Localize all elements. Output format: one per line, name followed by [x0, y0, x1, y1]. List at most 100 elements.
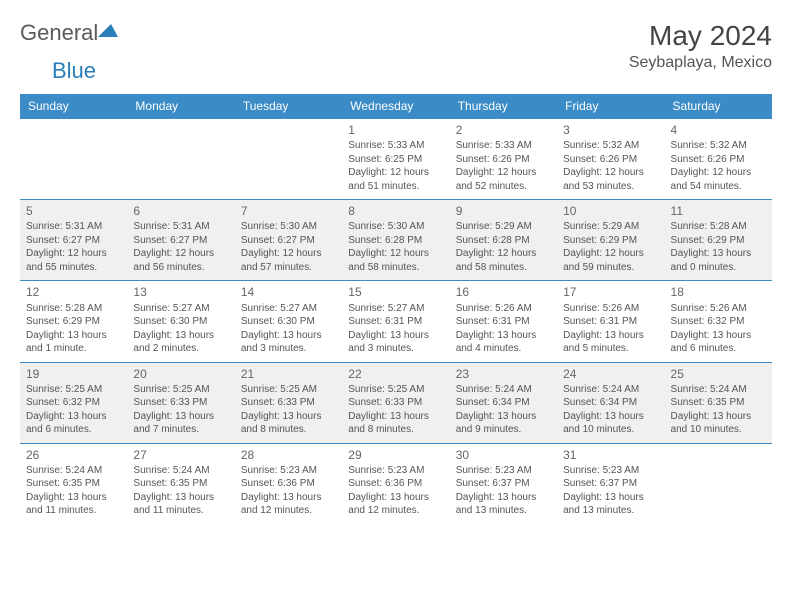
daylight-line: Daylight: 13 hours and 10 minutes.: [671, 410, 766, 437]
day-number: 9: [456, 203, 551, 219]
day-number: 21: [241, 366, 336, 382]
daylight-line: Daylight: 13 hours and 12 minutes.: [241, 491, 336, 518]
logo-triangle-icon: [98, 22, 118, 45]
sunset-line: Sunset: 6:27 PM: [133, 234, 228, 248]
col-thursday: Thursday: [450, 94, 557, 119]
daylight-line: Daylight: 13 hours and 6 minutes.: [671, 329, 766, 356]
day-number: 28: [241, 447, 336, 463]
calendar-day-cell: 10Sunrise: 5:29 AMSunset: 6:29 PMDayligh…: [557, 200, 664, 281]
calendar-day-cell: 17Sunrise: 5:26 AMSunset: 6:31 PMDayligh…: [557, 281, 664, 362]
sunset-line: Sunset: 6:31 PM: [456, 315, 551, 329]
sunset-line: Sunset: 6:33 PM: [241, 396, 336, 410]
calendar-day-cell: 4Sunrise: 5:32 AMSunset: 6:26 PMDaylight…: [665, 119, 772, 200]
daylight-line: Daylight: 13 hours and 11 minutes.: [133, 491, 228, 518]
sunset-line: Sunset: 6:36 PM: [348, 477, 443, 491]
calendar-day-cell: [235, 119, 342, 200]
daylight-line: Daylight: 12 hours and 58 minutes.: [348, 247, 443, 274]
daylight-line: Daylight: 12 hours and 56 minutes.: [133, 247, 228, 274]
daylight-line: Daylight: 12 hours and 59 minutes.: [563, 247, 658, 274]
logo-word2: Blue: [52, 58, 96, 83]
sunrise-line: Sunrise: 5:24 AM: [563, 383, 658, 397]
col-wednesday: Wednesday: [342, 94, 449, 119]
sunset-line: Sunset: 6:33 PM: [133, 396, 228, 410]
calendar-day-cell: 14Sunrise: 5:27 AMSunset: 6:30 PMDayligh…: [235, 281, 342, 362]
sunset-line: Sunset: 6:37 PM: [563, 477, 658, 491]
title-block: May 2024 Seybaplaya, Mexico: [629, 20, 772, 72]
calendar-week-row: 1Sunrise: 5:33 AMSunset: 6:25 PMDaylight…: [20, 119, 772, 200]
calendar-body: 1Sunrise: 5:33 AMSunset: 6:25 PMDaylight…: [20, 119, 772, 524]
sunrise-line: Sunrise: 5:25 AM: [26, 383, 121, 397]
day-number: 2: [456, 122, 551, 138]
calendar-day-cell: 26Sunrise: 5:24 AMSunset: 6:35 PMDayligh…: [20, 443, 127, 524]
calendar-table: Sunday Monday Tuesday Wednesday Thursday…: [20, 94, 772, 524]
sunset-line: Sunset: 6:27 PM: [26, 234, 121, 248]
sunrise-line: Sunrise: 5:23 AM: [563, 464, 658, 478]
day-number: 10: [563, 203, 658, 219]
sunrise-line: Sunrise: 5:23 AM: [348, 464, 443, 478]
sunset-line: Sunset: 6:30 PM: [241, 315, 336, 329]
sunset-line: Sunset: 6:33 PM: [348, 396, 443, 410]
sunset-line: Sunset: 6:25 PM: [348, 153, 443, 167]
daylight-line: Daylight: 13 hours and 7 minutes.: [133, 410, 228, 437]
sunset-line: Sunset: 6:34 PM: [456, 396, 551, 410]
sunrise-line: Sunrise: 5:25 AM: [241, 383, 336, 397]
calendar-day-cell: 22Sunrise: 5:25 AMSunset: 6:33 PMDayligh…: [342, 362, 449, 443]
calendar-day-cell: 5Sunrise: 5:31 AMSunset: 6:27 PMDaylight…: [20, 200, 127, 281]
sunset-line: Sunset: 6:30 PM: [133, 315, 228, 329]
calendar-day-cell: 16Sunrise: 5:26 AMSunset: 6:31 PMDayligh…: [450, 281, 557, 362]
sunset-line: Sunset: 6:31 PM: [348, 315, 443, 329]
sunrise-line: Sunrise: 5:28 AM: [26, 302, 121, 316]
day-number: 12: [26, 284, 121, 300]
day-number: 15: [348, 284, 443, 300]
sunset-line: Sunset: 6:36 PM: [241, 477, 336, 491]
sunset-line: Sunset: 6:26 PM: [671, 153, 766, 167]
daylight-line: Daylight: 13 hours and 1 minute.: [26, 329, 121, 356]
sunset-line: Sunset: 6:27 PM: [241, 234, 336, 248]
calendar-day-cell: 27Sunrise: 5:24 AMSunset: 6:35 PMDayligh…: [127, 443, 234, 524]
daylight-line: Daylight: 13 hours and 9 minutes.: [456, 410, 551, 437]
day-number: 18: [671, 284, 766, 300]
sunrise-line: Sunrise: 5:26 AM: [563, 302, 658, 316]
day-number: 26: [26, 447, 121, 463]
day-number: 25: [671, 366, 766, 382]
sunrise-line: Sunrise: 5:25 AM: [348, 383, 443, 397]
calendar-day-cell: [127, 119, 234, 200]
daylight-line: Daylight: 13 hours and 12 minutes.: [348, 491, 443, 518]
calendar-day-cell: 12Sunrise: 5:28 AMSunset: 6:29 PMDayligh…: [20, 281, 127, 362]
daylight-line: Daylight: 13 hours and 3 minutes.: [241, 329, 336, 356]
day-number: 7: [241, 203, 336, 219]
day-number: 14: [241, 284, 336, 300]
sunrise-line: Sunrise: 5:28 AM: [671, 220, 766, 234]
calendar-week-row: 12Sunrise: 5:28 AMSunset: 6:29 PMDayligh…: [20, 281, 772, 362]
sunrise-line: Sunrise: 5:23 AM: [241, 464, 336, 478]
sunrise-line: Sunrise: 5:30 AM: [348, 220, 443, 234]
calendar-day-cell: 19Sunrise: 5:25 AMSunset: 6:32 PMDayligh…: [20, 362, 127, 443]
calendar-day-cell: 6Sunrise: 5:31 AMSunset: 6:27 PMDaylight…: [127, 200, 234, 281]
calendar-day-cell: 25Sunrise: 5:24 AMSunset: 6:35 PMDayligh…: [665, 362, 772, 443]
daylight-line: Daylight: 13 hours and 11 minutes.: [26, 491, 121, 518]
sunset-line: Sunset: 6:29 PM: [563, 234, 658, 248]
col-tuesday: Tuesday: [235, 94, 342, 119]
sunrise-line: Sunrise: 5:31 AM: [133, 220, 228, 234]
daylight-line: Daylight: 13 hours and 4 minutes.: [456, 329, 551, 356]
sunrise-line: Sunrise: 5:24 AM: [26, 464, 121, 478]
daylight-line: Daylight: 13 hours and 3 minutes.: [348, 329, 443, 356]
sunset-line: Sunset: 6:26 PM: [456, 153, 551, 167]
calendar-day-cell: 1Sunrise: 5:33 AMSunset: 6:25 PMDaylight…: [342, 119, 449, 200]
sunrise-line: Sunrise: 5:32 AM: [671, 139, 766, 153]
daylight-line: Daylight: 13 hours and 10 minutes.: [563, 410, 658, 437]
daylight-line: Daylight: 13 hours and 8 minutes.: [348, 410, 443, 437]
day-number: 30: [456, 447, 551, 463]
sunrise-line: Sunrise: 5:33 AM: [348, 139, 443, 153]
calendar-day-cell: 7Sunrise: 5:30 AMSunset: 6:27 PMDaylight…: [235, 200, 342, 281]
calendar-day-cell: 9Sunrise: 5:29 AMSunset: 6:28 PMDaylight…: [450, 200, 557, 281]
calendar-day-cell: 28Sunrise: 5:23 AMSunset: 6:36 PMDayligh…: [235, 443, 342, 524]
day-number: 6: [133, 203, 228, 219]
daylight-line: Daylight: 13 hours and 8 minutes.: [241, 410, 336, 437]
daylight-line: Daylight: 13 hours and 0 minutes.: [671, 247, 766, 274]
col-friday: Friday: [557, 94, 664, 119]
daylight-line: Daylight: 13 hours and 13 minutes.: [456, 491, 551, 518]
sunrise-line: Sunrise: 5:33 AM: [456, 139, 551, 153]
daylight-line: Daylight: 13 hours and 5 minutes.: [563, 329, 658, 356]
calendar-day-cell: 18Sunrise: 5:26 AMSunset: 6:32 PMDayligh…: [665, 281, 772, 362]
